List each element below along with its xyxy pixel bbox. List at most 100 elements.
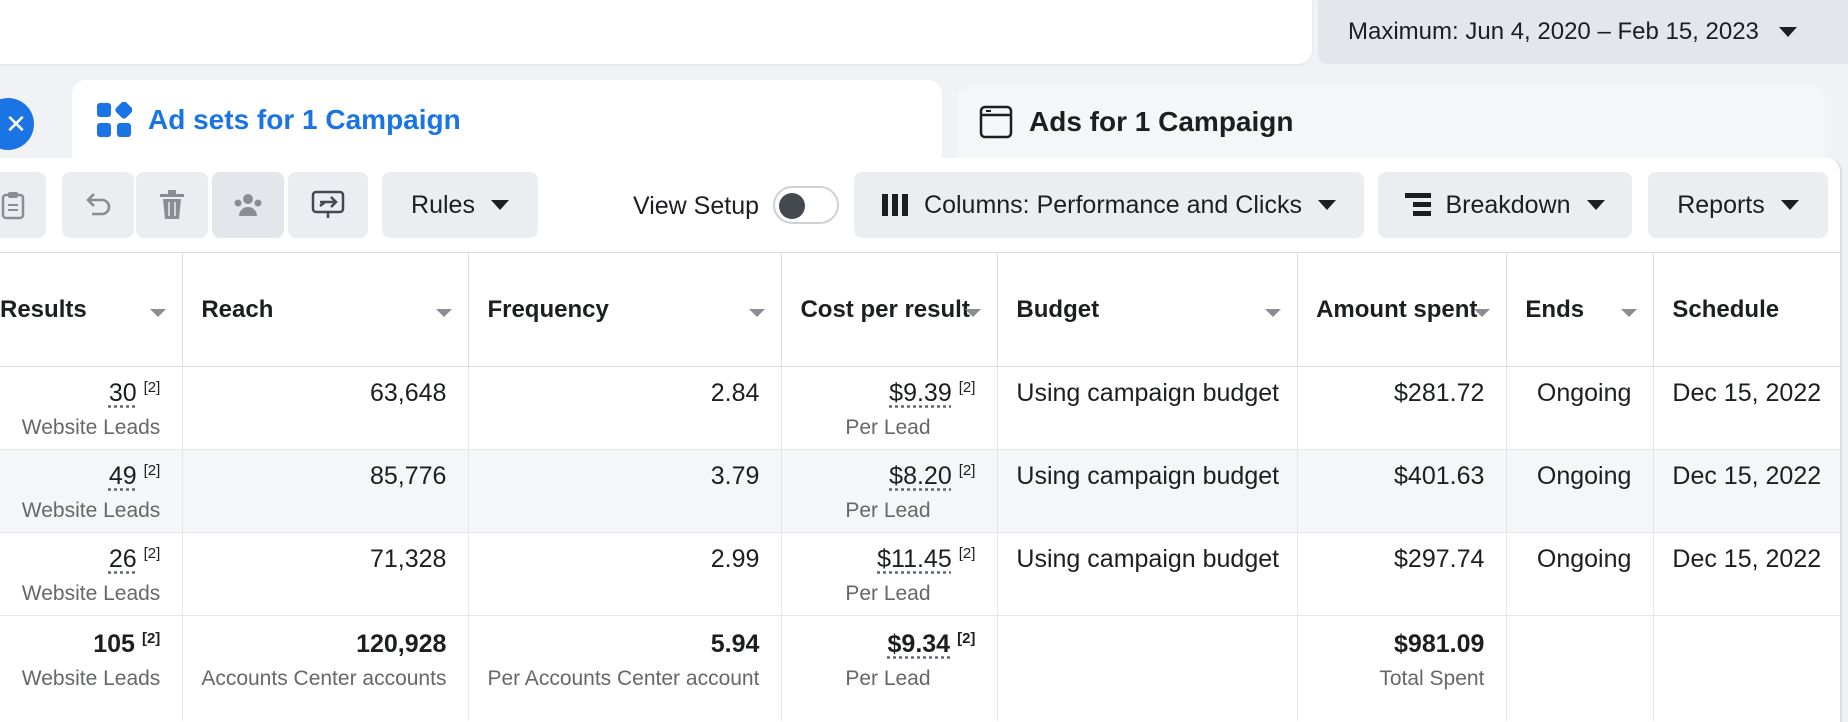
undo-icon [86,193,111,216]
column-header-ends[interactable]: Ends [1506,252,1655,367]
table-row[interactable]: 30 [2] Website Leads 63,648 2.84 $9.39 [2] P… [0,366,1840,450]
footnote[interactable]: [2] [141,630,161,647]
footnote[interactable]: [2] [143,379,161,396]
search-bar[interactable] [0,0,1312,64]
ad-frame-icon [979,105,1013,139]
ad-sets-panel: Rules View Setup Columns: Performance an… [0,158,1842,722]
total-cost-value[interactable]: $9.34 [887,630,951,658]
view-setup-label: View Setup [633,192,760,220]
total-budget-cell [997,615,1299,721]
column-header-reach[interactable]: Reach [182,252,470,367]
table-header-row: Results Reach Frequency Cost per result … [0,252,1840,367]
total-frequency-unit: Per Accounts Center account [487,667,760,690]
header-label: Frequency [487,295,609,323]
ends-cell: Ongoing [1506,449,1655,533]
header-label: Ends [1525,295,1585,323]
column-header-results[interactable]: Results [0,252,184,367]
total-reach-cell: 120,928 Accounts Center accounts [182,615,470,721]
table-row[interactable]: 49 [2] Website Leads 85,776 3.79 $8.20 [2] P… [0,449,1840,533]
footnote[interactable]: [2] [143,545,161,562]
total-reach-unit: Accounts Center accounts [201,667,447,690]
column-header-budget[interactable]: Budget [997,252,1299,367]
paste-button[interactable] [0,172,46,238]
cost-value[interactable]: $11.45 [877,545,952,573]
people-icon [234,194,262,216]
grid-icon [97,102,132,137]
undo-button[interactable] [62,172,134,238]
results-value[interactable]: 49 [108,462,137,490]
header-label: Budget [1016,295,1100,323]
chevron-down-icon [1317,200,1336,210]
results-cell: 26 [2] Website Leads [0,532,184,616]
ends-cell: Ongoing [1506,366,1655,450]
cost-per-result-cell: $8.20 [2] Per Lead [781,449,999,533]
sort-icon [1474,309,1491,317]
table-row[interactable]: 26 [2] Website Leads 71,328 2.99 $11.45 [2]… [0,532,1840,616]
ad-sets-table: Results Reach Frequency Cost per result … [0,252,1840,721]
results-cell: 30 [2] Website Leads [0,366,184,450]
breakdown-icon [1405,193,1432,216]
frequency-cell: 2.84 [468,366,783,450]
chevron-down-icon [1778,27,1797,37]
clear-selection-button[interactable]: ✕ [0,98,34,150]
total-frequency-cell: 5.94 Per Accounts Center account [468,615,783,721]
sort-icon [436,309,453,317]
total-schedule-cell [1654,616,1840,721]
header-label: Cost per result [800,295,970,323]
column-header-amount-spent[interactable]: Amount spent [1297,252,1508,367]
cost-unit: Per Lead [845,582,931,605]
reports-button[interactable]: Reports [1648,172,1828,238]
header-label: Reach [201,295,274,323]
total-spent-cell: $981.09 Total Spent [1297,615,1508,721]
cost-value[interactable]: $8.20 [889,462,952,490]
footnote[interactable]: [2] [143,462,161,479]
footnote[interactable]: [2] [957,630,976,647]
ab-test-button[interactable] [288,172,368,238]
footnote[interactable]: [2] [958,462,976,479]
cost-value[interactable]: $9.39 [889,379,952,407]
ends-cell: Ongoing [1506,532,1655,616]
cost-unit: Per Lead [845,416,931,439]
schedule-cell: Dec 15, 2022 [1653,532,1840,616]
sort-icon [150,309,167,317]
columns-button[interactable]: Columns: Performance and Clicks [854,172,1364,238]
breakdown-label: Breakdown [1445,190,1571,219]
view-setup-toggle[interactable] [773,186,839,224]
results-value[interactable]: 26 [108,545,137,573]
tab-ads[interactable]: Ads for 1 Campaign [957,86,1825,158]
results-type: Website Leads [21,582,161,605]
header-label: Schedule [1672,295,1780,323]
sort-icon [1265,309,1282,317]
chevron-down-icon [1586,200,1605,210]
column-header-frequency[interactable]: Frequency [468,252,783,367]
total-spent-unit: Total Spent [1379,667,1485,690]
breakdown-button[interactable]: Breakdown [1378,172,1632,238]
footnote[interactable]: [2] [958,545,976,562]
sort-icon [1621,309,1638,317]
total-results-cell: 105 [2] Website Leads [0,615,184,721]
column-header-cost-per-result[interactable]: Cost per result [781,252,999,367]
rules-button[interactable]: Rules [382,172,538,238]
total-ends-cell [1506,615,1655,721]
cost-per-result-cell: $9.39 [2] Per Lead [781,366,999,450]
toggle-knob [779,193,805,219]
results-type: Website Leads [21,416,161,439]
columns-label: Columns: Performance and Clicks [924,190,1302,219]
date-range-label: Maximum: Jun 4, 2020 – Feb 15, 2023 [1348,18,1759,45]
date-range-picker[interactable]: Maximum: Jun 4, 2020 – Feb 15, 2023 [1318,0,1848,64]
sort-icon [749,309,766,317]
audience-button[interactable] [212,172,284,238]
total-results-value: 105 [93,630,135,658]
ab-test-icon [311,190,345,218]
reach-cell: 85,776 [182,449,470,533]
frequency-cell: 3.79 [468,449,783,533]
delete-button[interactable] [136,172,208,238]
close-icon: ✕ [5,109,27,139]
column-header-schedule[interactable]: Schedule [1653,252,1840,367]
total-spent-value: $981.09 [1394,630,1485,658]
results-cell: 49 [2] Website Leads [0,449,184,533]
cost-unit: Per Lead [845,499,931,522]
footnote[interactable]: [2] [958,379,976,396]
results-value[interactable]: 30 [108,379,137,407]
amount-spent-cell: $401.63 [1297,449,1508,533]
